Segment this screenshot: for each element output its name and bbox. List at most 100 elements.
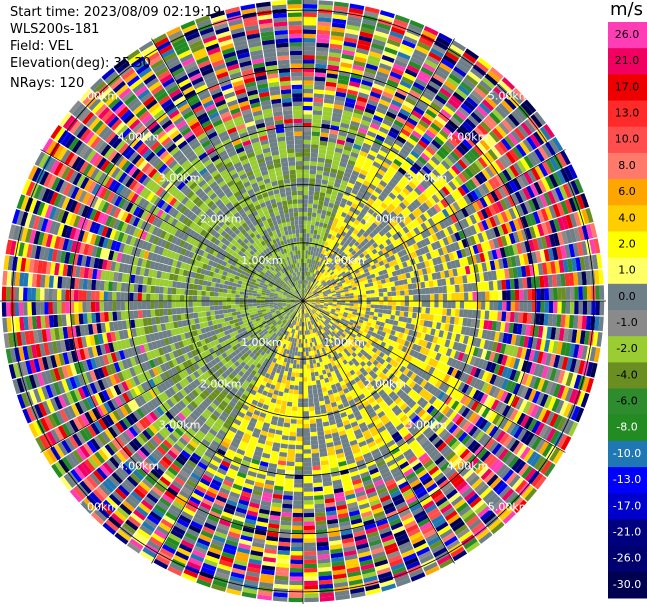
ray-gate (370, 502, 383, 511)
ray-gate (326, 224, 332, 230)
ray-gate (410, 535, 425, 545)
ray-gate (344, 450, 353, 457)
ray-gate (469, 327, 475, 337)
ray-gate (359, 270, 365, 275)
ray-gate (311, 354, 316, 360)
ray-gate (347, 182, 355, 189)
ray-gate (348, 579, 363, 586)
ray-gate (336, 139, 346, 146)
ray-gate (513, 499, 527, 514)
ray-gate (557, 301, 562, 314)
ray-gate (404, 520, 417, 530)
ray-gate (399, 285, 405, 291)
ray-gate (357, 39, 372, 47)
ray-gate (363, 138, 374, 146)
ray-gate (318, 314, 323, 318)
ray-gate (312, 384, 317, 390)
ray-gate (321, 310, 326, 314)
ray-gate (444, 140, 456, 151)
ray-gate (522, 253, 530, 265)
ray-gate (399, 108, 411, 117)
ray-gate (407, 283, 413, 290)
ray-gate (290, 419, 297, 424)
ray-gate (408, 181, 417, 190)
ray-gate (498, 485, 512, 499)
ray-gate (377, 571, 393, 580)
ray-gate (525, 185, 536, 199)
ray-gate (442, 374, 451, 384)
ray-gate (330, 254, 336, 260)
ray-gate (374, 110, 386, 119)
ray-gate (420, 370, 428, 380)
ray-gate (289, 584, 303, 590)
ray-gate (546, 428, 557, 443)
ray-gate (335, 291, 341, 294)
ray-gate (333, 392, 340, 398)
ray-gate (335, 308, 341, 311)
ray-gate (360, 425, 369, 433)
ray-gate (556, 246, 563, 260)
ray-gate (324, 90, 336, 96)
ray-gate (335, 258, 340, 264)
ray-gate (472, 347, 480, 357)
ray-gate (379, 62, 392, 71)
ray-gate (346, 163, 355, 171)
ray-gate (306, 360, 310, 365)
ray-gate (328, 393, 335, 400)
ray-gate (347, 462, 357, 469)
ray-gate (423, 220, 432, 229)
ray-gate (328, 253, 333, 259)
ray-gate (375, 355, 382, 363)
ray-gate (336, 302, 342, 305)
ray-gate (291, 538, 303, 543)
ray-gate (392, 335, 399, 343)
ray-gate (381, 54, 395, 64)
ray-gate (561, 287, 567, 300)
ray-gate (442, 301, 448, 308)
ray-gate (402, 124, 414, 134)
ray-gate (303, 233, 307, 238)
ray-gate (388, 443, 398, 452)
ray-gate (396, 337, 403, 344)
ray-gate (438, 188, 447, 199)
ray-gate (394, 574, 410, 584)
ray-gate (459, 465, 471, 477)
ray-gate (395, 326, 402, 333)
ray-gate (320, 338, 325, 344)
ray-gate (307, 276, 310, 281)
ray-gate (290, 354, 295, 360)
ray-gate (347, 210, 354, 217)
ray-gate (380, 95, 392, 103)
ray-gate (305, 280, 308, 285)
ray-gate (322, 342, 327, 348)
ray-gate (335, 320, 340, 324)
ray-gate (410, 572, 426, 582)
ray-gate (438, 330, 445, 338)
ray-gate (488, 385, 497, 397)
ray-gate (341, 153, 350, 160)
ray-gate (431, 368, 440, 377)
ray-gate (317, 21, 332, 27)
ray-gate (454, 161, 464, 173)
ray-gate (303, 279, 306, 285)
ray-gate (448, 324, 454, 333)
ray-gate (430, 469, 442, 479)
ray-gate (319, 298, 325, 301)
ray-gate (362, 244, 369, 251)
ray-gate (308, 334, 311, 339)
ray-gate (382, 354, 389, 361)
ray-gate (378, 399, 386, 408)
ray-gate (336, 299, 342, 301)
ray-gate (303, 423, 310, 429)
ray-gate (340, 264, 346, 269)
ray-gate (367, 197, 375, 205)
ray-gate (392, 174, 402, 182)
ray-gate (425, 162, 435, 172)
ray-gate (444, 183, 454, 194)
ray-gate (315, 251, 319, 257)
ray-gate (380, 341, 387, 348)
ray-gate (327, 282, 333, 287)
ray-gate (594, 316, 600, 331)
ray-gate (305, 317, 308, 322)
ray-gate (394, 280, 400, 287)
